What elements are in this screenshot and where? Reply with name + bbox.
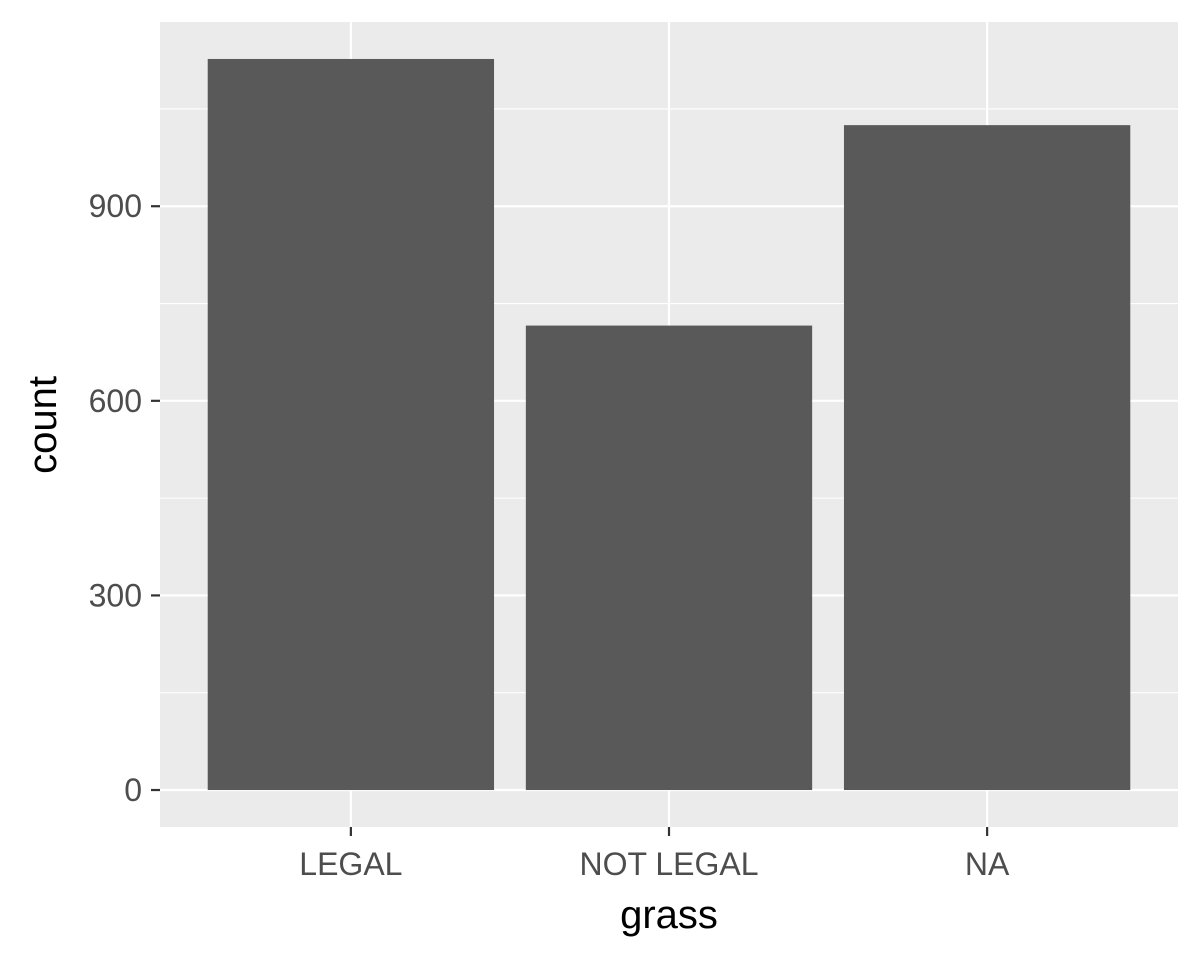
- x-tick-label: LEGAL: [299, 846, 402, 882]
- bar-legal: [207, 58, 495, 791]
- bars: [207, 58, 1131, 791]
- x-tick-label: NA: [965, 846, 1010, 882]
- bar-not-legal: [525, 325, 813, 791]
- y-axis-title: count: [21, 376, 65, 474]
- y-tick-label: 600: [89, 383, 142, 419]
- x-axis: LEGAL NOT LEGAL NA: [299, 827, 1010, 882]
- y-tick-label: 300: [89, 577, 142, 613]
- x-tick-label: NOT LEGAL: [579, 846, 758, 882]
- y-axis: 0 300 600 900: [89, 188, 160, 808]
- y-tick-label: 900: [89, 188, 142, 224]
- y-tick-label: 0: [124, 772, 142, 808]
- x-axis-title: grass: [620, 893, 718, 937]
- bar-na: [843, 125, 1131, 791]
